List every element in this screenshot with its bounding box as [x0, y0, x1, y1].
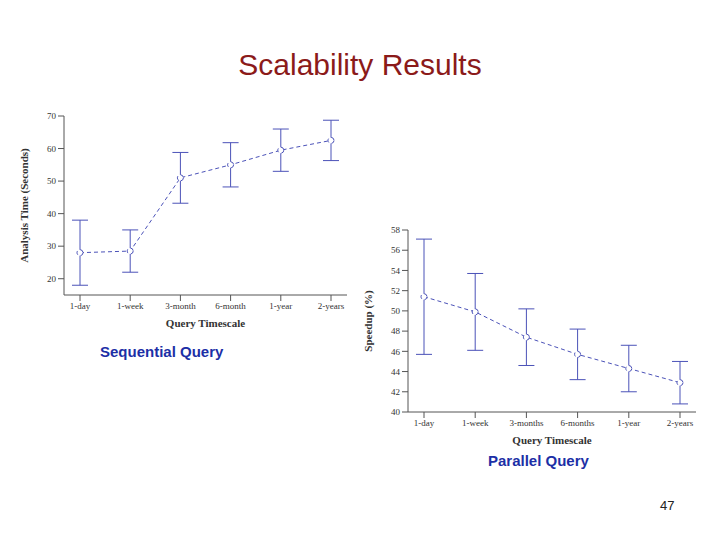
- svg-text:2-years: 2-years: [667, 418, 694, 428]
- html-text:Parallel Query: Parallel Query: [488, 452, 589, 469]
- svg-text:1-day: 1-day: [414, 418, 435, 428]
- svg-text:3-month: 3-month: [165, 301, 196, 311]
- html-text:Sequential Query: Sequential Query: [100, 343, 224, 360]
- svg-text:30: 30: [47, 241, 57, 251]
- svg-text:1-year: 1-year: [617, 418, 640, 428]
- svg-text:Speedup (%): Speedup (%): [362, 290, 375, 352]
- svg-text:54: 54: [391, 266, 401, 276]
- html-text:47: 47: [660, 498, 675, 513]
- svg-text:60: 60: [47, 144, 57, 154]
- svg-text:Analysis Time (Seconds): Analysis Time (Seconds): [18, 148, 31, 263]
- svg-text:70: 70: [47, 111, 57, 121]
- html-text:Scalability Results: Scalability Results: [238, 48, 482, 81]
- svg-text:1-week: 1-week: [462, 418, 489, 428]
- svg-text:50: 50: [391, 306, 401, 316]
- svg-text:2-years: 2-years: [318, 301, 345, 311]
- svg-text:58: 58: [391, 225, 401, 235]
- svg-text:20: 20: [47, 274, 57, 284]
- svg-text:1-year: 1-year: [269, 301, 292, 311]
- svg-text:6-months: 6-months: [561, 418, 595, 428]
- svg-text:52: 52: [391, 286, 400, 296]
- svg-text:44: 44: [391, 367, 401, 377]
- svg-text:40: 40: [391, 407, 401, 417]
- svg-text:3-months: 3-months: [509, 418, 543, 428]
- svg-text:56: 56: [391, 245, 401, 255]
- svg-text:Query Timescale: Query Timescale: [512, 434, 591, 446]
- svg-text:50: 50: [47, 176, 57, 186]
- svg-text:42: 42: [391, 387, 400, 397]
- svg-text:6-month: 6-month: [215, 301, 246, 311]
- svg-text:46: 46: [391, 347, 401, 357]
- svg-text:Query Timescale: Query Timescale: [166, 317, 245, 329]
- svg-text:48: 48: [391, 326, 401, 336]
- svg-text:1-week: 1-week: [117, 301, 144, 311]
- svg-text:1-day: 1-day: [70, 301, 91, 311]
- svg-text:40: 40: [47, 209, 57, 219]
